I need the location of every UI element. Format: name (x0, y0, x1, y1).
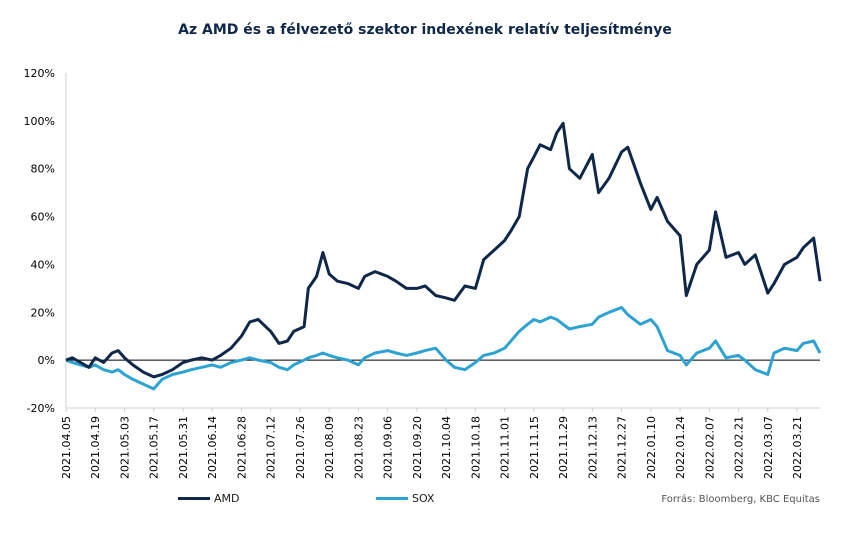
legend-label-sox: SOX (412, 492, 435, 505)
y-tick-label: 100% (24, 115, 55, 128)
x-tick-labels: 2021.04.05 2021.04.19 2021.05.03 2021.05.17… (60, 408, 804, 479)
legend-item-sox: SOX (376, 492, 434, 505)
x-tick-label: 2021.09.06 (382, 416, 395, 479)
series-line-sox (65, 306, 822, 391)
x-tick-label: 2022.03.21 (791, 416, 804, 479)
x-tick-label: 2021.10.18 (469, 416, 482, 479)
x-tick-label: 2021.11.15 (528, 416, 541, 479)
x-tick-label: 2021.11.01 (499, 416, 512, 479)
x-tick-label: 2021.12.13 (586, 416, 599, 479)
x-tick-label: 2021.05.31 (177, 416, 190, 479)
x-tick-label: 2021.07.12 (265, 416, 278, 479)
x-tick-label: 2021.08.23 (352, 416, 365, 479)
series-line-amd (65, 121, 822, 379)
y-tick-label: 120% (24, 67, 55, 80)
y-tick-label: 20% (31, 306, 55, 319)
chart-title: Az AMD és a félvezető szektor indexének … (178, 22, 672, 38)
x-tick-label: 2021.04.19 (89, 416, 102, 479)
x-tick-label: 2022.01.24 (674, 416, 687, 479)
y-tick-label: 40% (31, 258, 55, 271)
y-tick-label: -20% (27, 402, 55, 415)
x-tick-label: 2022.02.07 (703, 416, 716, 479)
y-tick-labels: -20% 0% 20% 40% 60% 80% 100% 120% (24, 67, 55, 415)
x-tick-label: 2021.09.20 (411, 416, 424, 479)
source-note: Forrás: Bloomberg, KBC Equitas (661, 494, 820, 505)
x-tick-label: 2022.03.07 (762, 416, 775, 479)
series-layer (65, 121, 822, 391)
x-tick-label: 2022.01.10 (645, 416, 658, 479)
x-tick-label: 2021.11.29 (557, 416, 570, 479)
y-tick-label: 0% (38, 354, 55, 367)
x-tick-label: 2021.07.26 (294, 416, 307, 479)
x-tick-label: 2021.08.09 (323, 416, 336, 479)
x-tick-label: 2021.06.28 (235, 416, 248, 479)
x-tick-label: 2022.02.21 (733, 416, 746, 479)
x-tick-label: 2021.12.27 (616, 416, 629, 479)
legend-swatch-amd (178, 497, 210, 500)
x-tick-label: 2021.05.03 (118, 416, 131, 479)
y-tick-label: 80% (31, 163, 55, 176)
legend-label-amd: AMD (214, 492, 240, 505)
x-tick-label: 2021.10.04 (440, 416, 453, 479)
x-tick-label: 2021.06.14 (206, 416, 219, 479)
x-tick-label: 2021.05.17 (148, 416, 161, 479)
legend-item-amd: AMD (178, 492, 240, 505)
x-tick-label: 2021.04.05 (60, 416, 73, 479)
legend-swatch-sox (376, 497, 408, 500)
y-tick-label: 60% (31, 211, 55, 224)
